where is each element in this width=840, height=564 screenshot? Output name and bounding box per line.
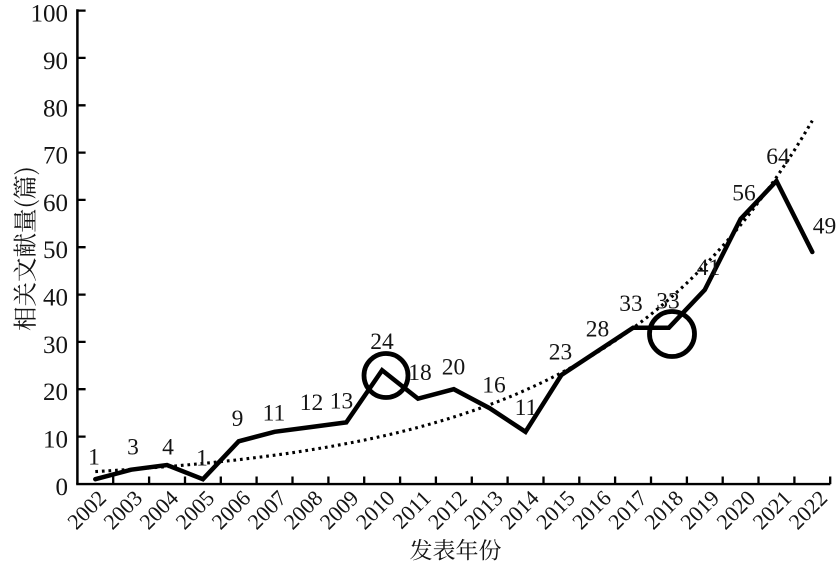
svg-text:13: 13 <box>330 389 354 415</box>
svg-text:41: 41 <box>697 255 721 281</box>
svg-text:12: 12 <box>300 390 324 416</box>
svg-text:30: 30 <box>43 332 68 359</box>
svg-text:28: 28 <box>586 317 610 343</box>
svg-text:4: 4 <box>162 435 174 461</box>
svg-text:1: 1 <box>88 445 100 471</box>
svg-text:18: 18 <box>408 360 432 386</box>
svg-text:33: 33 <box>656 289 680 315</box>
svg-text:100: 100 <box>31 1 69 28</box>
svg-text:49: 49 <box>813 214 837 240</box>
svg-text:24: 24 <box>370 329 394 355</box>
svg-text:33: 33 <box>619 291 643 317</box>
svg-text:9: 9 <box>232 406 244 432</box>
svg-text:16: 16 <box>482 373 506 399</box>
svg-text:20: 20 <box>442 355 466 381</box>
svg-text:3: 3 <box>127 435 139 461</box>
svg-text:64: 64 <box>766 144 790 170</box>
svg-text:90: 90 <box>43 48 68 75</box>
svg-text:50: 50 <box>43 237 68 264</box>
svg-text:60: 60 <box>43 190 68 217</box>
svg-text:11: 11 <box>515 395 538 421</box>
svg-text:1: 1 <box>196 446 208 472</box>
svg-text:56: 56 <box>732 181 756 207</box>
svg-text:40: 40 <box>43 285 68 312</box>
svg-text:0: 0 <box>56 474 69 501</box>
svg-text:11: 11 <box>263 401 286 427</box>
svg-text:70: 70 <box>43 143 68 170</box>
svg-text:10: 10 <box>43 427 68 454</box>
svg-text:23: 23 <box>549 340 573 366</box>
svg-text:20: 20 <box>43 379 68 406</box>
svg-text:80: 80 <box>43 95 68 122</box>
